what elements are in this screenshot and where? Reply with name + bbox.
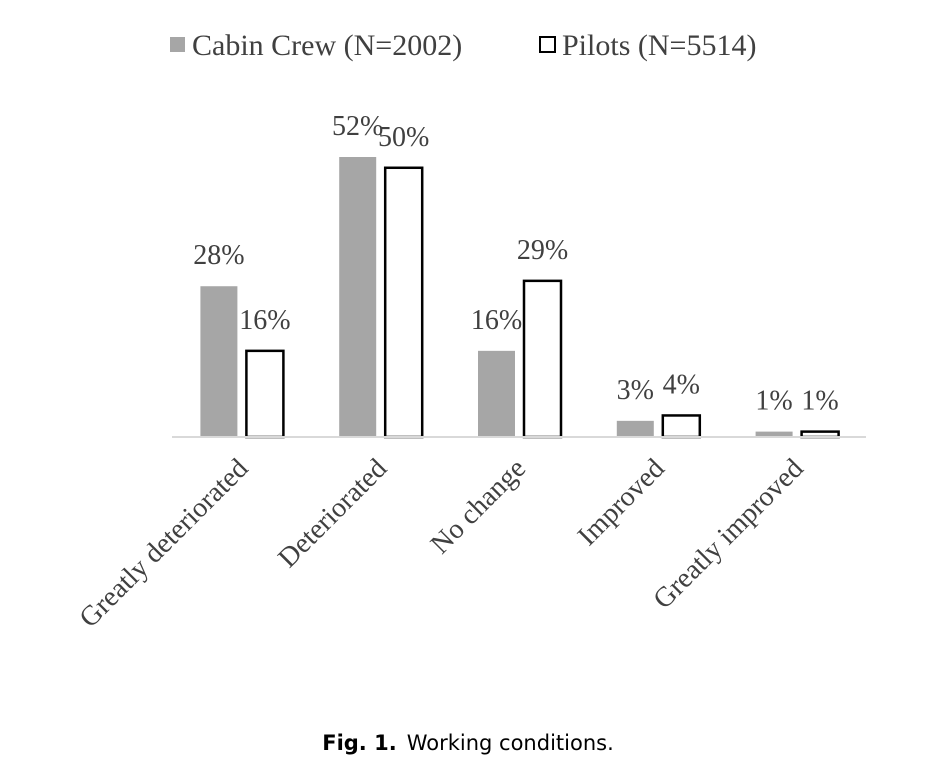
value-label: 28% <box>193 240 244 271</box>
caption-text: Working conditions. <box>407 731 614 755</box>
x-tick-label: No change <box>425 453 532 560</box>
bar <box>383 166 424 439</box>
value-label: 3% <box>617 375 654 406</box>
x-tick-label: Deteriorated <box>272 453 393 574</box>
bar <box>616 420 654 437</box>
value-label: 52% <box>332 111 383 142</box>
bar <box>755 431 793 437</box>
bar <box>661 414 702 439</box>
value-label: 50% <box>378 122 429 153</box>
legend-label: Cabin Crew (N=2002) <box>192 29 462 62</box>
caption: Fig. 1. Working conditions. <box>322 731 614 755</box>
bar <box>200 286 238 437</box>
bar <box>478 350 515 437</box>
value-label: 29% <box>517 235 568 266</box>
bar <box>245 349 285 439</box>
x-tick-label: Improved <box>572 453 671 552</box>
legend-swatch <box>539 36 556 53</box>
legend-swatch <box>170 37 185 52</box>
value-label: 1% <box>801 386 838 417</box>
bar <box>339 157 377 437</box>
x-tick-label: Greatly deteriorated <box>74 453 255 634</box>
caption-label: Fig. 1. <box>322 731 396 755</box>
value-label: 1% <box>755 386 792 417</box>
value-label: 16% <box>471 305 522 336</box>
value-label: 4% <box>663 369 700 400</box>
x-tick-label: Greatly improved <box>647 453 809 615</box>
value-label: 16% <box>239 305 290 336</box>
legend-label: Pilots (N=5514) <box>562 29 756 62</box>
bar <box>522 279 563 439</box>
